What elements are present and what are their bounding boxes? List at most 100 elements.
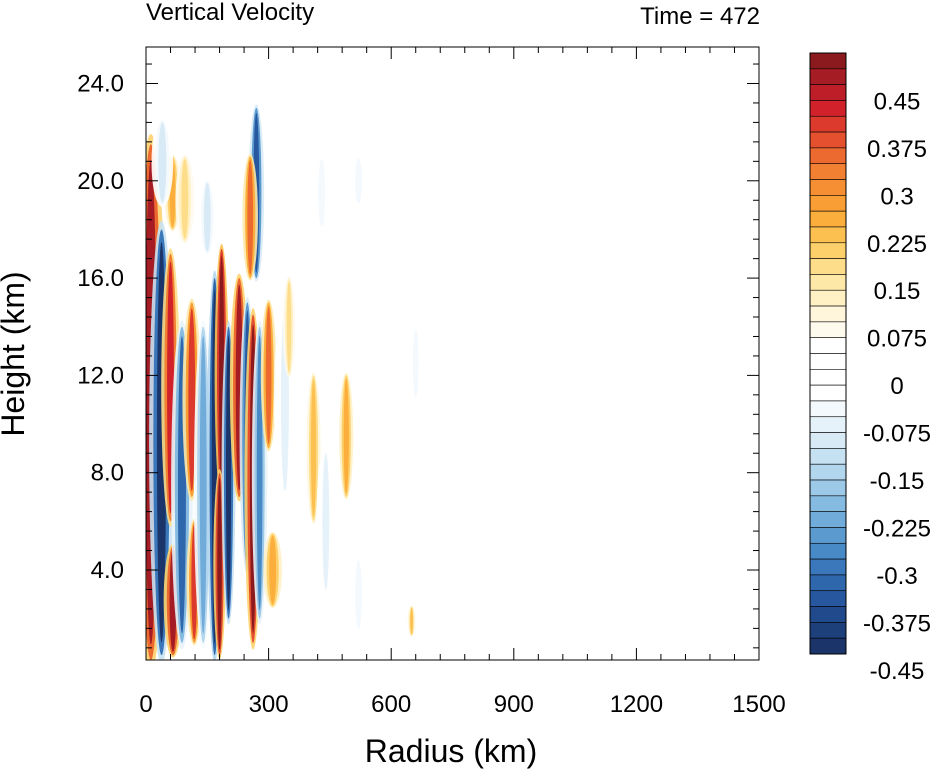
heatmap-cell <box>269 535 277 605</box>
heatmap-cell <box>316 445 336 598</box>
heatmap-cell <box>158 122 167 203</box>
y-axis-title: Height (km) <box>0 271 31 436</box>
heatmap-cell <box>199 336 207 634</box>
colorbar-cell <box>809 590 847 607</box>
colorbar-label: 0.375 <box>867 136 927 163</box>
colorbar-cell <box>809 448 847 465</box>
colorbar-cell <box>809 511 847 528</box>
heatmap-cell <box>203 182 211 252</box>
heatmap-cell <box>355 157 362 204</box>
colorbar-cell <box>809 179 847 196</box>
colorbar-cell <box>809 432 847 449</box>
heatmap-cell <box>349 556 368 633</box>
heatmap-cell <box>437 377 444 447</box>
colorbar-cell <box>809 416 847 433</box>
heatmap-cell <box>485 313 502 377</box>
colorbar-label: 0.3 <box>880 183 913 210</box>
colorbar-cell <box>809 131 847 149</box>
colorbar-cell <box>809 226 847 244</box>
heatmap-cell <box>322 452 330 590</box>
colorbar-cell <box>809 622 847 639</box>
heatmap-cell <box>217 478 222 650</box>
colorbar-cell <box>809 542 847 560</box>
x-tick-label: 1500 <box>732 691 785 718</box>
colorbar-label: 0.075 <box>867 326 927 353</box>
colorbar-cell <box>809 353 847 370</box>
heatmap-cell <box>225 335 232 610</box>
heatmap-cell <box>490 316 497 374</box>
plot-frame <box>145 46 760 661</box>
colorbar-cell <box>809 384 847 402</box>
axes: 0 300 600 900 1200 1500 4.0 8.0 12.0 16.0 20.0 24.0 <box>77 47 786 718</box>
heatmap-layer <box>146 104 579 660</box>
heatmap-cell <box>265 306 272 444</box>
heatmap-cell <box>197 179 217 256</box>
colorbar-cell <box>809 68 847 85</box>
colorbar-cell <box>809 558 847 576</box>
colorbar-label: 0 <box>890 373 903 400</box>
colorbar-label: 0.15 <box>874 278 921 305</box>
colorbar-cell <box>809 84 847 101</box>
colorbar-cell <box>809 115 847 133</box>
x-tick-label: 1200 <box>610 691 663 718</box>
heatmap-cell <box>242 154 258 281</box>
heatmap-cell <box>407 325 424 402</box>
heatmap-cell <box>432 373 449 450</box>
colorbar-label: 0.225 <box>867 231 927 258</box>
heatmap-cell <box>251 320 268 625</box>
heatmap-cell <box>412 328 419 398</box>
heatmap-cell <box>181 159 189 240</box>
colorbar-cell <box>809 258 847 275</box>
colorbar-cell <box>809 369 847 386</box>
heatmap-cell <box>318 158 326 228</box>
heatmap-cell <box>407 605 416 637</box>
colorbar-cell <box>809 574 847 592</box>
heatmap-cell <box>188 308 196 492</box>
colorbar-cell <box>809 195 847 212</box>
time-label: Time = 472 <box>640 3 760 30</box>
heatmap-cell <box>151 118 174 207</box>
colorbar-cell <box>809 495 847 512</box>
y-tick-label: 16.0 <box>77 265 124 292</box>
colorbar-frame <box>809 52 847 655</box>
colorbar-label: -0.3 <box>876 563 917 590</box>
colorbar-cell <box>809 274 847 291</box>
colorbar-cell <box>809 305 847 323</box>
y-tick-label: 20.0 <box>77 168 124 195</box>
heatmap-cell <box>256 335 263 610</box>
colorbar-cell <box>809 337 847 354</box>
y-tick-label: 4.0 <box>91 557 124 584</box>
heatmap-cell <box>260 299 277 452</box>
colorbar-cell <box>809 606 847 623</box>
colorbar-label: -0.375 <box>863 610 931 637</box>
x-tick-label: 900 <box>494 691 534 718</box>
colorbar-cell <box>809 163 847 180</box>
colorbar-cell <box>809 147 847 165</box>
colorbar: 0.45 0.375 0.3 0.225 0.15 0.075 0 -0.075 -0.15 -0… <box>809 52 931 685</box>
heatmap-cell <box>312 155 332 231</box>
heatmap-cell <box>343 379 349 494</box>
y-tick-label: 12.0 <box>77 362 124 389</box>
y-tick-label: 24.0 <box>77 70 124 97</box>
heatmap-cell <box>339 372 354 500</box>
x-tick-label: 300 <box>249 691 289 718</box>
x-axis-title: Radius (km) <box>365 733 537 769</box>
colorbar-cell <box>809 463 847 481</box>
colorbar-cell <box>809 321 847 338</box>
heatmap-cell <box>310 379 317 517</box>
heatmap-cell <box>355 560 362 629</box>
colorbar-cell <box>809 637 847 655</box>
colorbar-label: -0.225 <box>863 515 931 542</box>
heatmap-cell <box>410 607 414 635</box>
colorbar-cell <box>809 527 847 544</box>
heatmap-cell <box>286 281 292 373</box>
heatmap-cell <box>568 401 574 447</box>
colorbar-label: -0.075 <box>863 421 931 448</box>
heatmap-cell <box>282 276 296 378</box>
heatmap-cell <box>306 372 321 525</box>
heatmap-cell <box>563 398 579 450</box>
heatmap-cell <box>175 154 195 244</box>
colorbar-cell <box>809 289 847 307</box>
colorbar-label: -0.45 <box>870 658 925 685</box>
